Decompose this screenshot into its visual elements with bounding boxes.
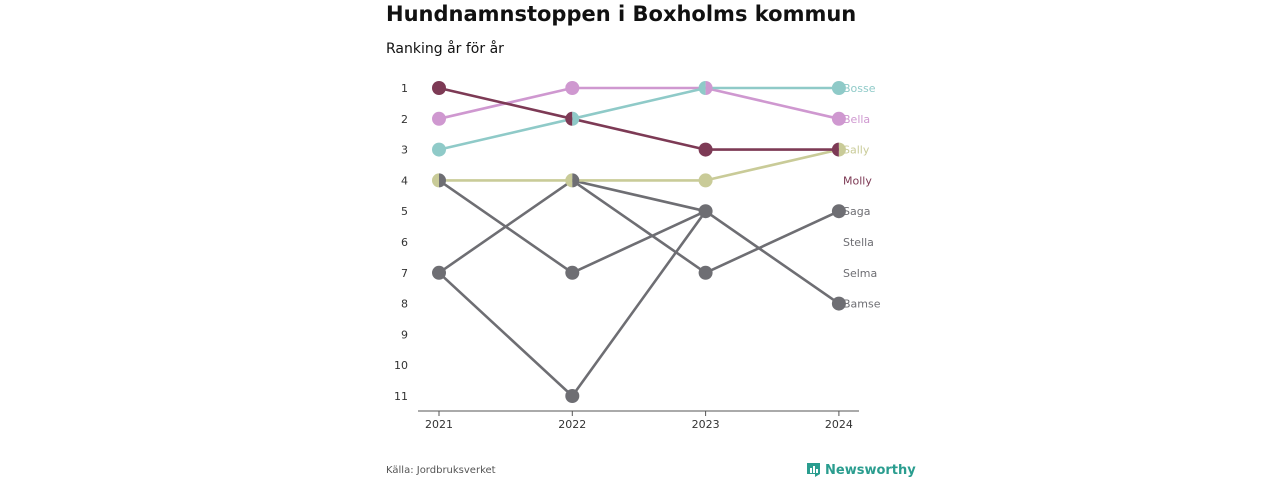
point-saga-2024 bbox=[831, 204, 846, 219]
point-stella-selma-2021 bbox=[432, 265, 446, 280]
point-bella-bosse-2023-right bbox=[705, 81, 713, 96]
point-bella-2024 bbox=[831, 111, 846, 126]
point-bella-2021 bbox=[432, 111, 446, 126]
point-bella-bosse-2023-left bbox=[698, 81, 706, 96]
point-stella-saga-sally-2022-left bbox=[565, 173, 573, 188]
end-label-stella: Stella bbox=[843, 236, 874, 249]
point-stella-saga-sally-2022-right bbox=[572, 173, 580, 188]
x-tick-label-2023: 2023 bbox=[692, 418, 720, 431]
point-sally-2023 bbox=[698, 173, 713, 188]
y-tick-label-6: 6 bbox=[401, 236, 408, 249]
chart-subtitle: Ranking år för år bbox=[386, 41, 504, 57]
point-sally-molly-2024-left bbox=[831, 142, 839, 157]
end-label-sally: Sally bbox=[843, 144, 870, 157]
y-tick-label-8: 8 bbox=[401, 298, 408, 311]
series-line-bella-2 bbox=[704, 86, 841, 121]
point-bosse-molly-2022-left bbox=[565, 111, 573, 126]
series-line-molly-0 bbox=[437, 86, 574, 121]
series-line-bamse-0 bbox=[437, 179, 574, 275]
series-line-selma-0 bbox=[437, 271, 574, 398]
brand-logo: Newsworthy bbox=[806, 462, 916, 478]
point-bamse-sally-2021-left bbox=[432, 173, 439, 188]
series-line-saga-2 bbox=[704, 209, 841, 275]
y-tick-label-7: 7 bbox=[401, 267, 408, 280]
point-molly-2021 bbox=[432, 81, 446, 95]
y-tick-label-10: 10 bbox=[394, 359, 408, 372]
point-bosse-2021 bbox=[432, 142, 446, 157]
newsworthy-icon bbox=[807, 463, 820, 477]
y-tick-label-3: 3 bbox=[401, 144, 408, 157]
point-sally-molly-2024-right bbox=[838, 142, 846, 157]
end-label-bamse: Bamse bbox=[843, 298, 881, 311]
point-selma-2022 bbox=[565, 389, 580, 403]
end-label-bella: Bella bbox=[843, 113, 870, 126]
end-label-bosse: Bosse bbox=[843, 82, 876, 95]
end-label-molly: Molly bbox=[843, 174, 872, 187]
series-line-bosse-0 bbox=[437, 117, 574, 151]
series-line-saga-1 bbox=[570, 179, 707, 275]
x-tick-label-2024: 2024 bbox=[825, 418, 853, 431]
y-tick-label-11: 11 bbox=[394, 390, 408, 403]
point-bamse-2024 bbox=[831, 296, 846, 311]
series-line-bamse-2 bbox=[704, 209, 841, 305]
series-line-molly-1 bbox=[570, 117, 707, 151]
source-note: Källa: Jordbruksverket bbox=[386, 465, 496, 476]
point-bosse-2024 bbox=[831, 81, 846, 95]
point-bamse-sally-2021-right bbox=[439, 173, 446, 188]
series-line-sally-2 bbox=[704, 148, 841, 182]
point-bosse-molly-2022-right bbox=[572, 111, 580, 126]
brand-name: Newsworthy bbox=[825, 462, 916, 478]
point-bamse-2022 bbox=[565, 265, 580, 280]
end-label-selma: Selma bbox=[843, 267, 877, 280]
series-line-bosse-1 bbox=[570, 86, 707, 121]
x-tick-label-2022: 2022 bbox=[558, 418, 586, 431]
point-molly-2023 bbox=[698, 142, 713, 157]
point-stella-selma-bamse-2023 bbox=[698, 204, 713, 219]
series-line-stella-1 bbox=[570, 179, 707, 213]
y-tick-label-4: 4 bbox=[401, 174, 408, 187]
x-tick-label-2021: 2021 bbox=[425, 418, 453, 431]
y-tick-label-2: 2 bbox=[401, 113, 408, 126]
end-label-saga: Saga bbox=[843, 205, 870, 218]
series-line-selma-1 bbox=[570, 209, 707, 398]
point-bella-2022 bbox=[565, 81, 580, 95]
series-line-bamse-1 bbox=[570, 209, 707, 275]
point-saga-2023 bbox=[698, 265, 713, 280]
y-tick-label-5: 5 bbox=[401, 205, 408, 218]
chart-title: Hundnamnstoppen i Boxholms kommun bbox=[386, 2, 857, 26]
y-tick-label-1: 1 bbox=[401, 82, 408, 95]
y-tick-label-9: 9 bbox=[401, 328, 408, 341]
